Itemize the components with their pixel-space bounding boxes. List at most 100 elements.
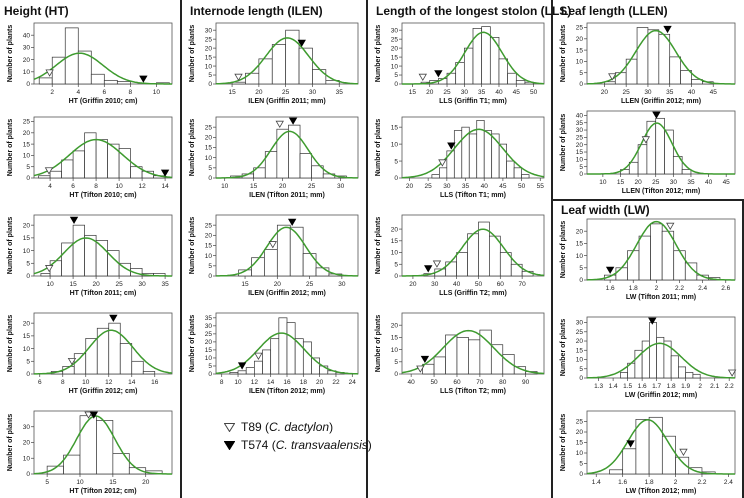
plot-frame [33, 22, 173, 85]
x-tick-label: 2 [50, 89, 54, 96]
y-tick-label: 20 [23, 130, 31, 137]
t574-marker [237, 362, 247, 370]
histogram-bar [49, 170, 62, 179]
t89-marker [432, 260, 442, 268]
y-tick-label: 30 [23, 45, 31, 52]
x-tick-label: 14 [267, 379, 275, 386]
x-tick-label: 6 [71, 183, 75, 190]
y-tick-label: 30 [576, 320, 584, 327]
normal-curve [586, 342, 735, 379]
normal-curve [216, 37, 359, 85]
legend-t574: T574 (C. transvaalensis) [224, 438, 372, 452]
normal-curve [586, 220, 735, 281]
y-tick-label: 20 [576, 142, 584, 149]
x-tick-label: 6 [38, 379, 42, 386]
y-tick-label: 15 [205, 145, 213, 152]
x-tick-label: 55 [537, 183, 545, 190]
x-tick-label: 70 [476, 379, 484, 386]
x-tick-label: 1.6 [618, 479, 627, 486]
x-tick-label: 60 [453, 379, 461, 386]
y-tick-label: 0 [579, 81, 583, 88]
y-axis-label: Number of plants [560, 414, 567, 472]
separator-1 [180, 0, 182, 498]
y-tick-label: 15 [391, 335, 399, 342]
y-tick-label: 25 [576, 135, 584, 142]
y-tick-label: 25 [205, 124, 213, 131]
histogram-bar [107, 143, 120, 179]
x-tick-label: 6 [102, 89, 106, 96]
t89-marker [666, 222, 675, 230]
normal-curve [587, 122, 735, 175]
histogram-bar [112, 453, 130, 475]
x-axis-label: LW (Tifton 2012; mm) [626, 488, 697, 495]
x-tick-label: 40 [705, 179, 713, 186]
y-axis-label: Number of plants [375, 315, 382, 373]
x-tick-label: 15 [409, 89, 417, 96]
t89-marker [254, 352, 263, 360]
x-tick-label: 14 [128, 379, 136, 386]
x-tick-label: 10 [76, 479, 84, 486]
x-tick-label: 10 [153, 89, 161, 96]
t89-marker [84, 411, 93, 419]
x-tick-label: 2 [698, 383, 702, 390]
histogram-bar [38, 175, 51, 179]
histogram-bar [641, 340, 650, 379]
x-axis-label: ILEN (Griffin 2012; mm) [248, 290, 326, 297]
y-tick-label: 10 [391, 347, 399, 354]
y-axis-label: Number of plants [189, 25, 196, 83]
y-tick-label: 20 [391, 226, 399, 233]
y-tick-label: 10 [23, 248, 31, 255]
histogram-bar [681, 169, 692, 175]
y-tick-label: 10 [576, 157, 584, 164]
x-tick-label: 8 [129, 89, 133, 96]
x-tick-label: 40 [481, 183, 489, 190]
histogram-bar [271, 44, 287, 85]
panel-ht-tifton-2012: 5 10 15 20 0 10 20 30 HT (Tifton 2012; cm) Number… [7, 410, 173, 495]
y-tick-label: 15 [576, 440, 584, 447]
y-tick-label: 20 [23, 440, 31, 447]
t574-marker [447, 142, 456, 150]
column-title-ilen: Internode length (ILEN) [190, 4, 323, 18]
x-tick-label: 80 [499, 379, 507, 386]
normal-curve [402, 228, 545, 277]
histogram-bar [498, 58, 508, 85]
histogram-bar [609, 469, 624, 475]
y-tick-label: 5 [208, 165, 212, 172]
y-tick-label: 15 [23, 235, 31, 242]
histogram-bar [90, 73, 105, 85]
histogram-bar [77, 50, 92, 85]
x-axis-label: ILEN (Griffin 2011; mm) [248, 98, 325, 105]
y-tick-label: 20 [23, 57, 31, 64]
panel-llen-griffin-2012: 20 25 30 35 40 45 0 5 10 15 20 25 LLEN (Griffin 2012… [560, 22, 736, 105]
legend-t89-species: C. dactylon [269, 420, 330, 434]
t574-marker [648, 317, 657, 325]
y-axis-label: Number of plants [7, 414, 14, 472]
y-tick-label: 0 [26, 471, 30, 478]
x-tick-label: 2.6 [721, 285, 730, 292]
panel-ilen-tifton-2011: 10 15 20 25 30 0 5 10 15 20 25 ILEN (Tifton 2011; m… [189, 116, 359, 199]
histogram-bar [96, 327, 110, 375]
panel-ilen-griffin-2012: 15 20 25 30 0 5 10 15 20 25 ILEN (Griffin 2012; mm… [189, 214, 359, 297]
y-tick-label: 5 [208, 263, 212, 270]
histogram-bar [515, 80, 526, 85]
y-tick-label: 0 [208, 371, 212, 378]
histogram-bar [264, 249, 278, 277]
y-tick-label: 15 [23, 141, 31, 148]
histogram-bar [302, 341, 312, 375]
x-tick-label: 10 [82, 379, 90, 386]
histogram-bar [661, 435, 676, 475]
legend-t574-species: C. transvaalensis [275, 438, 368, 452]
y-tick-label: 5 [208, 363, 212, 370]
normal-curve [216, 130, 358, 179]
histogram-bar [467, 233, 479, 277]
t89-marker [234, 73, 243, 81]
x-tick-label: 2.4 [698, 285, 707, 292]
t89-marker [67, 357, 77, 366]
x-tick-label: 10 [115, 183, 123, 190]
x-tick-label: 50 [430, 379, 438, 386]
column-title-lls: Length of the longest stolon (LLS) [376, 4, 572, 18]
y-axis-label: Number of plants [7, 315, 14, 373]
separator-2 [366, 0, 368, 498]
y-tick-label: 10 [576, 59, 584, 66]
panel-ht-griffin-2012: 6 8 10 12 14 16 0 5 10 15 20 HT (Griffin 2012; cm) N… [7, 312, 173, 395]
